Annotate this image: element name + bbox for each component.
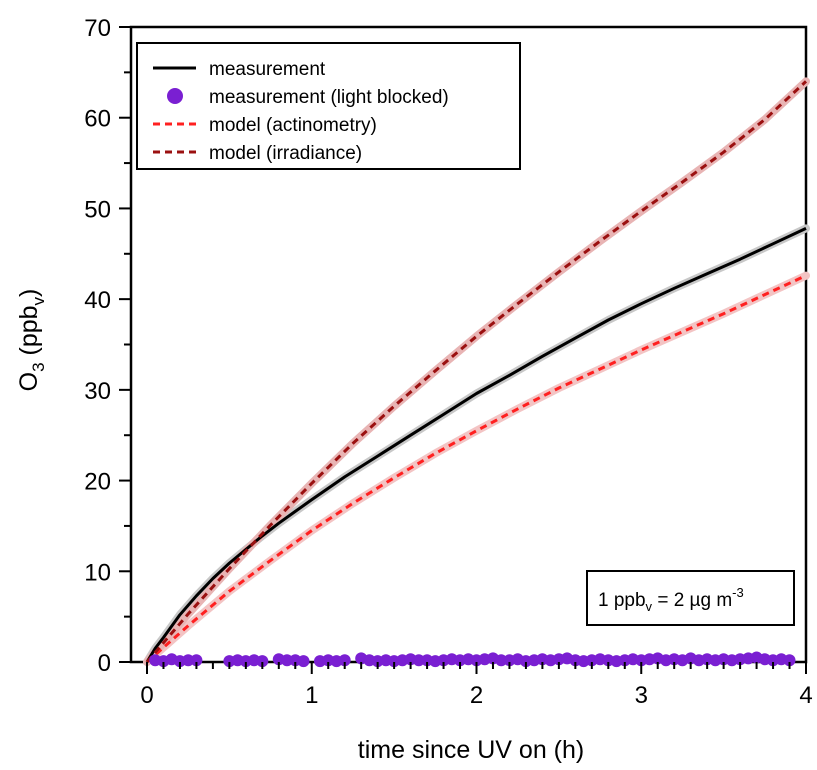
light-blocked-point xyxy=(783,654,796,667)
light-blocked-point xyxy=(256,655,269,668)
legend-label-light-blocked: measurement (light blocked) xyxy=(209,87,449,108)
x-tick-label: 0 xyxy=(140,682,153,709)
legend-label-measurement: measurement xyxy=(209,59,326,80)
light-blocked-point xyxy=(190,654,203,667)
light-blocked-markers xyxy=(149,651,796,668)
light-blocked-point xyxy=(338,654,351,667)
series-lines xyxy=(145,80,808,664)
y-tick-label: 20 xyxy=(84,469,111,496)
light-blocked-point xyxy=(297,655,310,668)
series-line-model-irradiance xyxy=(145,80,808,663)
y-tick-label: 0 xyxy=(98,650,111,677)
legend-label-irradiance: model (irradiance) xyxy=(209,143,362,164)
y-tick-label: 60 xyxy=(84,106,111,133)
unit-conversion-box xyxy=(586,570,795,626)
series-line-measurement xyxy=(145,227,807,663)
band-model-actinometry xyxy=(143,271,810,666)
y-tick-label: 10 xyxy=(84,559,111,586)
legend-swatch-light-blocked xyxy=(167,88,183,104)
legend-label-actinometry: model (actinometry) xyxy=(209,115,377,136)
x-axis-title: time since UV on (h) xyxy=(358,736,584,764)
y-axis-title: O3 (ppbv) xyxy=(15,289,48,392)
y-tick-label: 70 xyxy=(84,15,111,42)
light-blocked-point xyxy=(495,654,508,667)
x-tick-label: 3 xyxy=(635,682,648,709)
light-blocked-point xyxy=(281,654,293,667)
x-tick-label: 2 xyxy=(470,682,483,709)
light-blocked-point xyxy=(182,654,195,667)
unit-conversion-text: 1 ppbv = 2 µg m-3 xyxy=(598,585,744,614)
light-blocked-point xyxy=(412,654,425,667)
y-tick-label: 40 xyxy=(84,287,111,314)
unit-conversion-note: 1 ppbv = 2 µg m-3 xyxy=(586,570,795,626)
x-tick-label: 1 xyxy=(305,682,318,709)
y-tick-label: 30 xyxy=(84,378,111,405)
y-axis: 0 10 20 30 40 50 60 70 xyxy=(84,15,131,677)
legend: measurement measurement (light blocked) … xyxy=(136,42,521,170)
legend-box xyxy=(136,42,521,170)
x-tick-label: 4 xyxy=(799,682,812,709)
y-tick-label: 50 xyxy=(84,196,111,223)
x-axis: 0 1 2 3 4 xyxy=(140,662,813,709)
plot-area-group xyxy=(129,25,810,668)
